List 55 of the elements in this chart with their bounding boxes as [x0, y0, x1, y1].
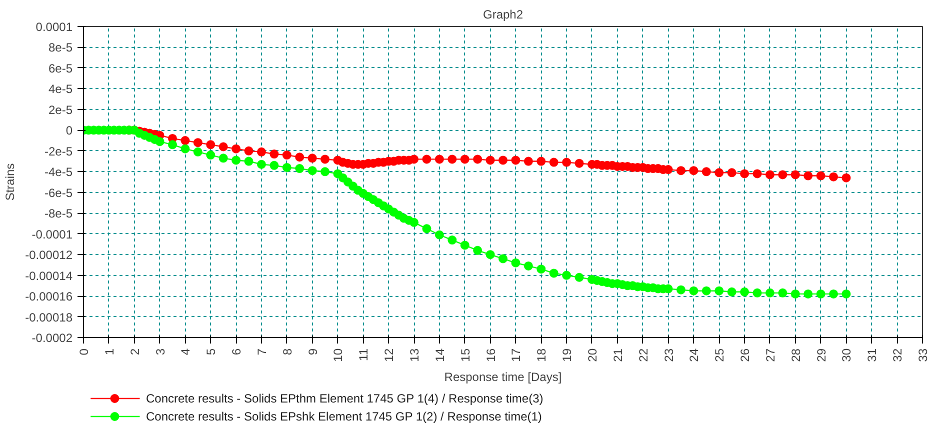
x-tick-label: 18	[534, 348, 549, 362]
x-tick-label: 30	[840, 348, 854, 362]
y-axis-title: Strains	[3, 163, 18, 201]
x-tick-label: 10	[331, 348, 346, 362]
x-tick-label: 17	[509, 348, 524, 362]
x-tick-label: 29	[814, 348, 828, 362]
x-tick-label: 32	[890, 348, 905, 362]
x-tick-label: 31	[865, 348, 880, 362]
y-tick-label: 4e-5	[48, 82, 73, 96]
x-tick-label: 7	[254, 348, 269, 356]
legend-label: Concrete results - Solids EPthm Element 1745 GP 1(4) / Response time(3)	[146, 392, 544, 406]
y-tick-label: 0.0001	[36, 20, 73, 34]
x-axis-title: Response time [Days]	[444, 370, 562, 384]
y-tick-label: -0.00012	[25, 248, 73, 262]
x-tick-label: 19	[560, 348, 574, 362]
x-tick-label: 24	[687, 348, 702, 362]
x-tick-label: 3	[153, 348, 168, 356]
x-tick-label: 27	[763, 348, 778, 362]
x-tick-label: 16	[484, 348, 498, 362]
y-tick-label: -2e-5	[44, 144, 73, 158]
y-tick-label: -0.00014	[25, 268, 73, 283]
x-tick-label: 26	[738, 348, 752, 362]
x-tick-label: 9	[306, 348, 320, 356]
x-tick-label: 33	[916, 348, 930, 362]
x-tick-label: 25	[712, 348, 727, 362]
x-tick-label: 4	[178, 348, 193, 356]
y-tick-label: -6e-5	[44, 186, 73, 200]
chart-title: Graph2	[482, 8, 524, 22]
x-tick-label: 20	[585, 348, 600, 362]
y-tick-label: -0.00018	[25, 310, 73, 324]
y-tick-label: -4e-5	[44, 165, 73, 180]
x-tick-label: 5	[204, 348, 218, 356]
x-tick-label: 13	[408, 348, 422, 362]
legend-label: Concrete results - Solids EPshk Element 1745 GP 1(2) / Response time(1)	[146, 410, 542, 424]
y-tick-label: -0.00016	[25, 290, 73, 304]
y-tick-label: -0.0001	[32, 227, 73, 242]
x-tick-label: 23	[662, 348, 676, 362]
y-tick-label: 2e-5	[48, 102, 73, 117]
x-tick-label: 2	[128, 348, 142, 356]
x-tick-label: 11	[356, 348, 371, 361]
y-tick-label: 6e-5	[48, 61, 73, 76]
x-tick-label: 21	[610, 348, 625, 362]
y-tick-label: 8e-5	[48, 40, 73, 55]
x-tick-label: 14	[432, 348, 447, 362]
x-tick-label: 1	[102, 348, 116, 356]
x-tick-label: 8	[280, 348, 294, 356]
y-tick-label: -0.0002	[32, 331, 73, 345]
x-tick-label: 0	[77, 348, 91, 356]
x-tick-label: 12	[382, 348, 396, 362]
x-tick-label: 6	[230, 348, 244, 356]
x-tick-label: 28	[788, 348, 803, 362]
y-tick-label: -8e-5	[44, 206, 73, 221]
y-tick-label: 0	[66, 124, 73, 138]
x-tick-label: 15	[458, 348, 472, 362]
x-tick-label: 22	[636, 348, 650, 362]
